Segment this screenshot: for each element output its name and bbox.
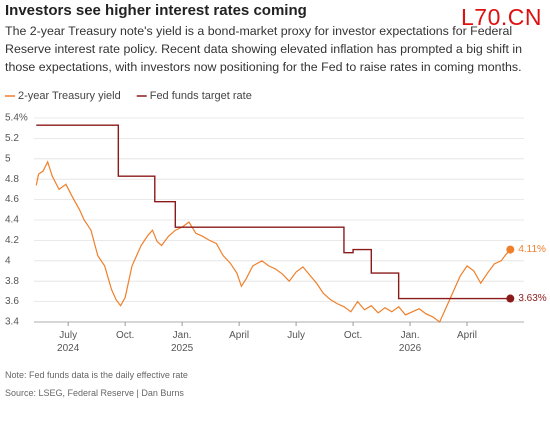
legend-label: 2-year Treasury yield [18,90,121,102]
x-tick-label: July [287,330,305,341]
end-dot [506,294,515,303]
x-tick-label: April [457,330,477,341]
y-tick-label: 5 [5,153,11,164]
legend-label: Fed funds target rate [150,90,252,102]
x-tick-label: Oct. [116,330,134,341]
y-tick-label: 3.6 [5,296,19,307]
y-tick-label: 3.4 [5,317,19,328]
note: Note: Fed funds data is the daily effect… [5,370,188,380]
watermark: L70.CN [461,4,542,30]
y-tick-label: 4.4 [5,215,19,226]
y-tick-label: 5.4% [5,113,28,124]
end-label: 4.11% [518,244,546,255]
y-tick-label: 4.2 [5,235,19,246]
x-tick-label: July 2024 [57,330,80,354]
series-line [35,160,511,323]
series-line [36,124,511,300]
y-tick-label: 4.6 [5,194,19,205]
y-tick-label: 5.2 [5,133,19,144]
x-tick-label: Oct. [344,330,362,341]
y-tick-label: 4.8 [5,174,19,185]
y-tick-label: 4 [5,255,11,266]
end-dot [506,245,515,254]
chart-subtitle: The 2-year Treasury note's yield is a bo… [5,24,523,74]
x-tick-label: Jan. 2026 [399,330,422,354]
x-tick-label: April [229,330,249,341]
source: Source: LSEG, Federal Reserve | Dan Burn… [5,388,184,398]
y-tick-label: 3.8 [5,276,19,287]
x-tick-label: Jan. 2025 [171,330,194,354]
end-label: 3.63% [518,293,546,304]
chart-title: Investors see higher interest rates comi… [5,2,307,19]
